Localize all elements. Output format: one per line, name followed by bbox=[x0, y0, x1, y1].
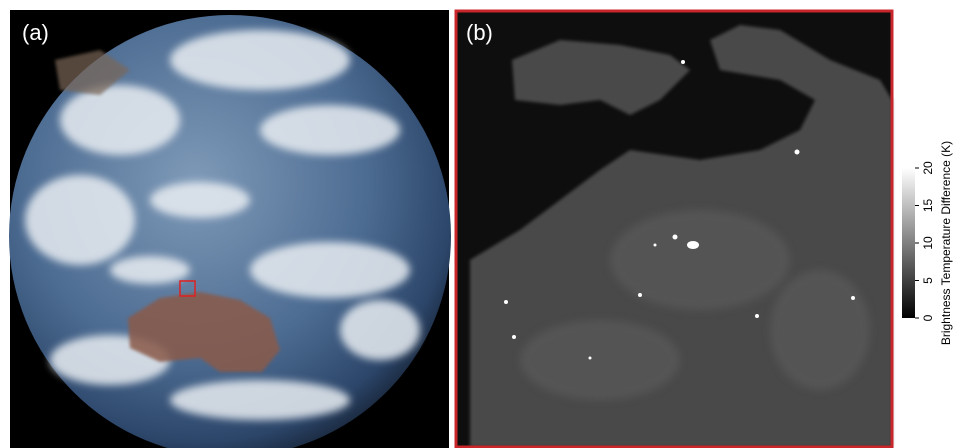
panel-a: (a) bbox=[9, 10, 451, 448]
colorbar-tick-label: 10 bbox=[921, 236, 935, 250]
hotspots bbox=[504, 60, 855, 360]
panel-label: (b) bbox=[466, 20, 493, 45]
colorbar-tick-label: 5 bbox=[921, 277, 935, 284]
asia bbox=[55, 50, 130, 95]
region-box bbox=[179, 280, 196, 297]
clouds bbox=[25, 30, 420, 420]
colorbar-label: Brightness Temperature Difference (K) bbox=[939, 141, 953, 345]
colorbar-tick-label: 0 bbox=[921, 314, 935, 321]
colorbar-tick-label: 20 bbox=[921, 161, 935, 175]
panel-b-frame bbox=[454, 9, 894, 448]
colorbar-gradient bbox=[902, 168, 915, 318]
panel-b: (b) bbox=[454, 9, 894, 448]
land-texture bbox=[520, 210, 870, 400]
australia bbox=[128, 292, 280, 372]
colorbar-tick-label: 15 bbox=[921, 199, 935, 213]
panel-label: (a) bbox=[22, 20, 49, 45]
colorbar: Brightness Temperature Difference (K) 0 5… bbox=[902, 141, 953, 345]
